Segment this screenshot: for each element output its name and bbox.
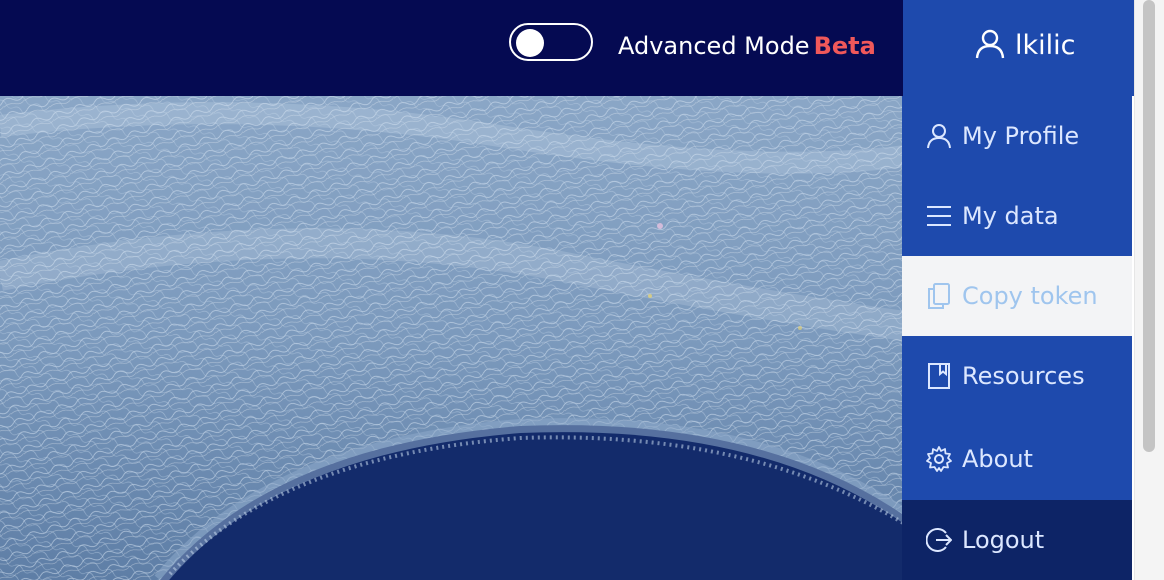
menu-item-about[interactable]: About <box>902 419 1132 499</box>
user-dropdown-menu: My Profile My data Copy token Resources … <box>902 96 1132 580</box>
menu-item-label: Logout <box>962 526 1045 554</box>
beta-badge: Beta <box>813 32 876 60</box>
menu-item-logout[interactable]: Logout <box>902 500 1132 580</box>
gear-icon <box>926 446 952 472</box>
logout-icon <box>926 528 952 552</box>
menu-lines-icon <box>927 206 951 226</box>
advanced-mode-text: Advanced Mode <box>618 32 810 60</box>
menu-item-label: My data <box>962 202 1059 230</box>
toggle-knob <box>516 29 544 57</box>
page-scrollbar[interactable] <box>1134 0 1164 580</box>
hero-background-image <box>0 96 905 580</box>
menu-item-label: Resources <box>962 362 1085 390</box>
copy-icon <box>928 283 950 309</box>
advanced-mode-label: Advanced Mode Beta <box>618 29 876 63</box>
advanced-mode-toggle[interactable] <box>509 23 593 61</box>
menu-item-resources[interactable]: Resources <box>902 336 1132 416</box>
menu-item-label: My Profile <box>962 122 1080 150</box>
menu-item-label: Copy token <box>962 282 1098 310</box>
book-icon <box>928 363 950 389</box>
menu-item-my-profile[interactable]: My Profile <box>902 96 1132 176</box>
fibrous-texture-image <box>0 96 905 580</box>
menu-item-copy-token[interactable]: Copy token <box>902 256 1132 336</box>
user-icon <box>975 29 1005 59</box>
menu-item-my-data[interactable]: My data <box>902 176 1132 256</box>
scrollbar-thumb[interactable] <box>1143 0 1155 452</box>
user-account-button[interactable]: lkilic <box>903 0 1134 96</box>
user-icon <box>927 124 951 149</box>
username-label: lkilic <box>1015 30 1076 61</box>
menu-item-label: About <box>962 445 1033 473</box>
